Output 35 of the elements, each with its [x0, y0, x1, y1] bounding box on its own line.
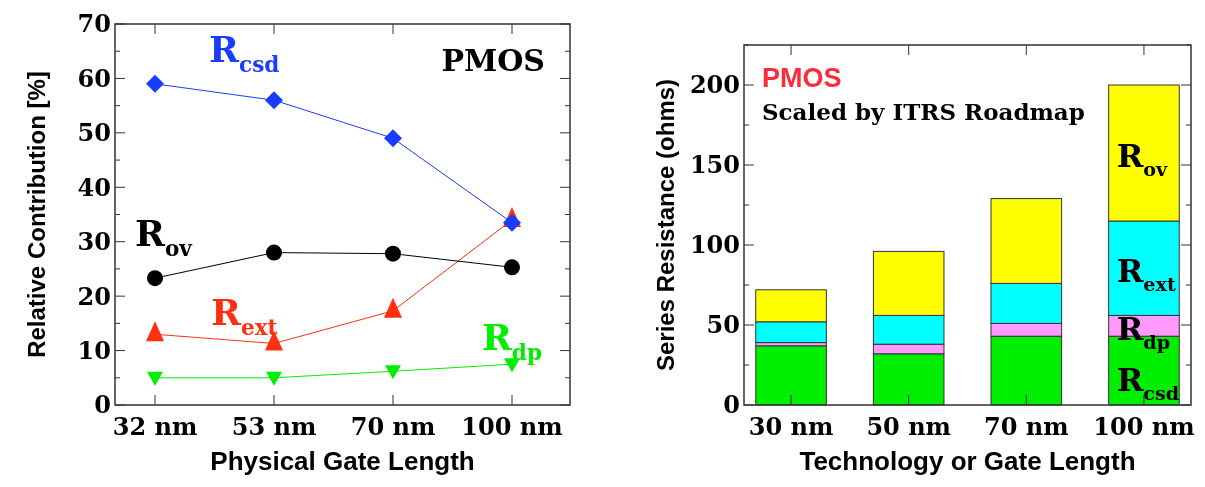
y-tick-label: 100	[689, 230, 740, 260]
annotation: Scaled by ITRS Roadmap	[762, 98, 1085, 125]
x-tick-label: 30 nm	[748, 412, 834, 441]
x-axis-title: Technology or Gate Length	[799, 446, 1136, 476]
legend-label: R$_{ext}$	[1116, 252, 1176, 296]
x-tick-label: 100 nm	[461, 412, 563, 441]
annotation: PMOS	[762, 63, 842, 93]
y-tick-label: 10	[77, 335, 111, 365]
y-tick-label: 50	[77, 118, 111, 148]
y-tick-label: 20	[77, 281, 111, 311]
y-axis-title: Relative Contribution [%]	[23, 71, 50, 358]
x-axis-title: Physical Gate Length	[210, 446, 475, 476]
y-tick-label: 50	[706, 310, 740, 340]
x-tick-label: 70 nm	[350, 412, 436, 441]
series-label: R$_{csd}$	[209, 28, 280, 78]
y-tick-label: 0	[94, 390, 111, 420]
y-tick-label: 40	[77, 172, 111, 202]
series-label: R$_{dp}$	[481, 316, 543, 366]
y-tick-label: 0	[723, 390, 740, 420]
y-axis-title: Series Resistance (ohms)	[652, 78, 679, 372]
y-tick-label: 70	[77, 9, 111, 39]
x-tick-label: 70 nm	[984, 412, 1069, 441]
series-label: R$_{ov}$	[135, 212, 194, 262]
y-tick-label: 30	[77, 227, 111, 257]
y-tick-label: 200	[689, 70, 740, 100]
y-tick-label: 150	[689, 150, 740, 180]
x-tick-label: 53 nm	[231, 412, 317, 441]
annotation: PMOS	[441, 43, 545, 78]
x-tick-label: 100 nm	[1093, 412, 1195, 441]
legend-label: R$_{ov}$	[1116, 137, 1169, 181]
legend-label: R$_{csd}$	[1116, 360, 1180, 405]
series-label: R$_{ext}$	[210, 291, 278, 341]
x-tick-label: 50 nm	[866, 412, 951, 441]
y-tick-label: 60	[77, 63, 111, 93]
x-tick-label: 32 nm	[112, 412, 198, 441]
